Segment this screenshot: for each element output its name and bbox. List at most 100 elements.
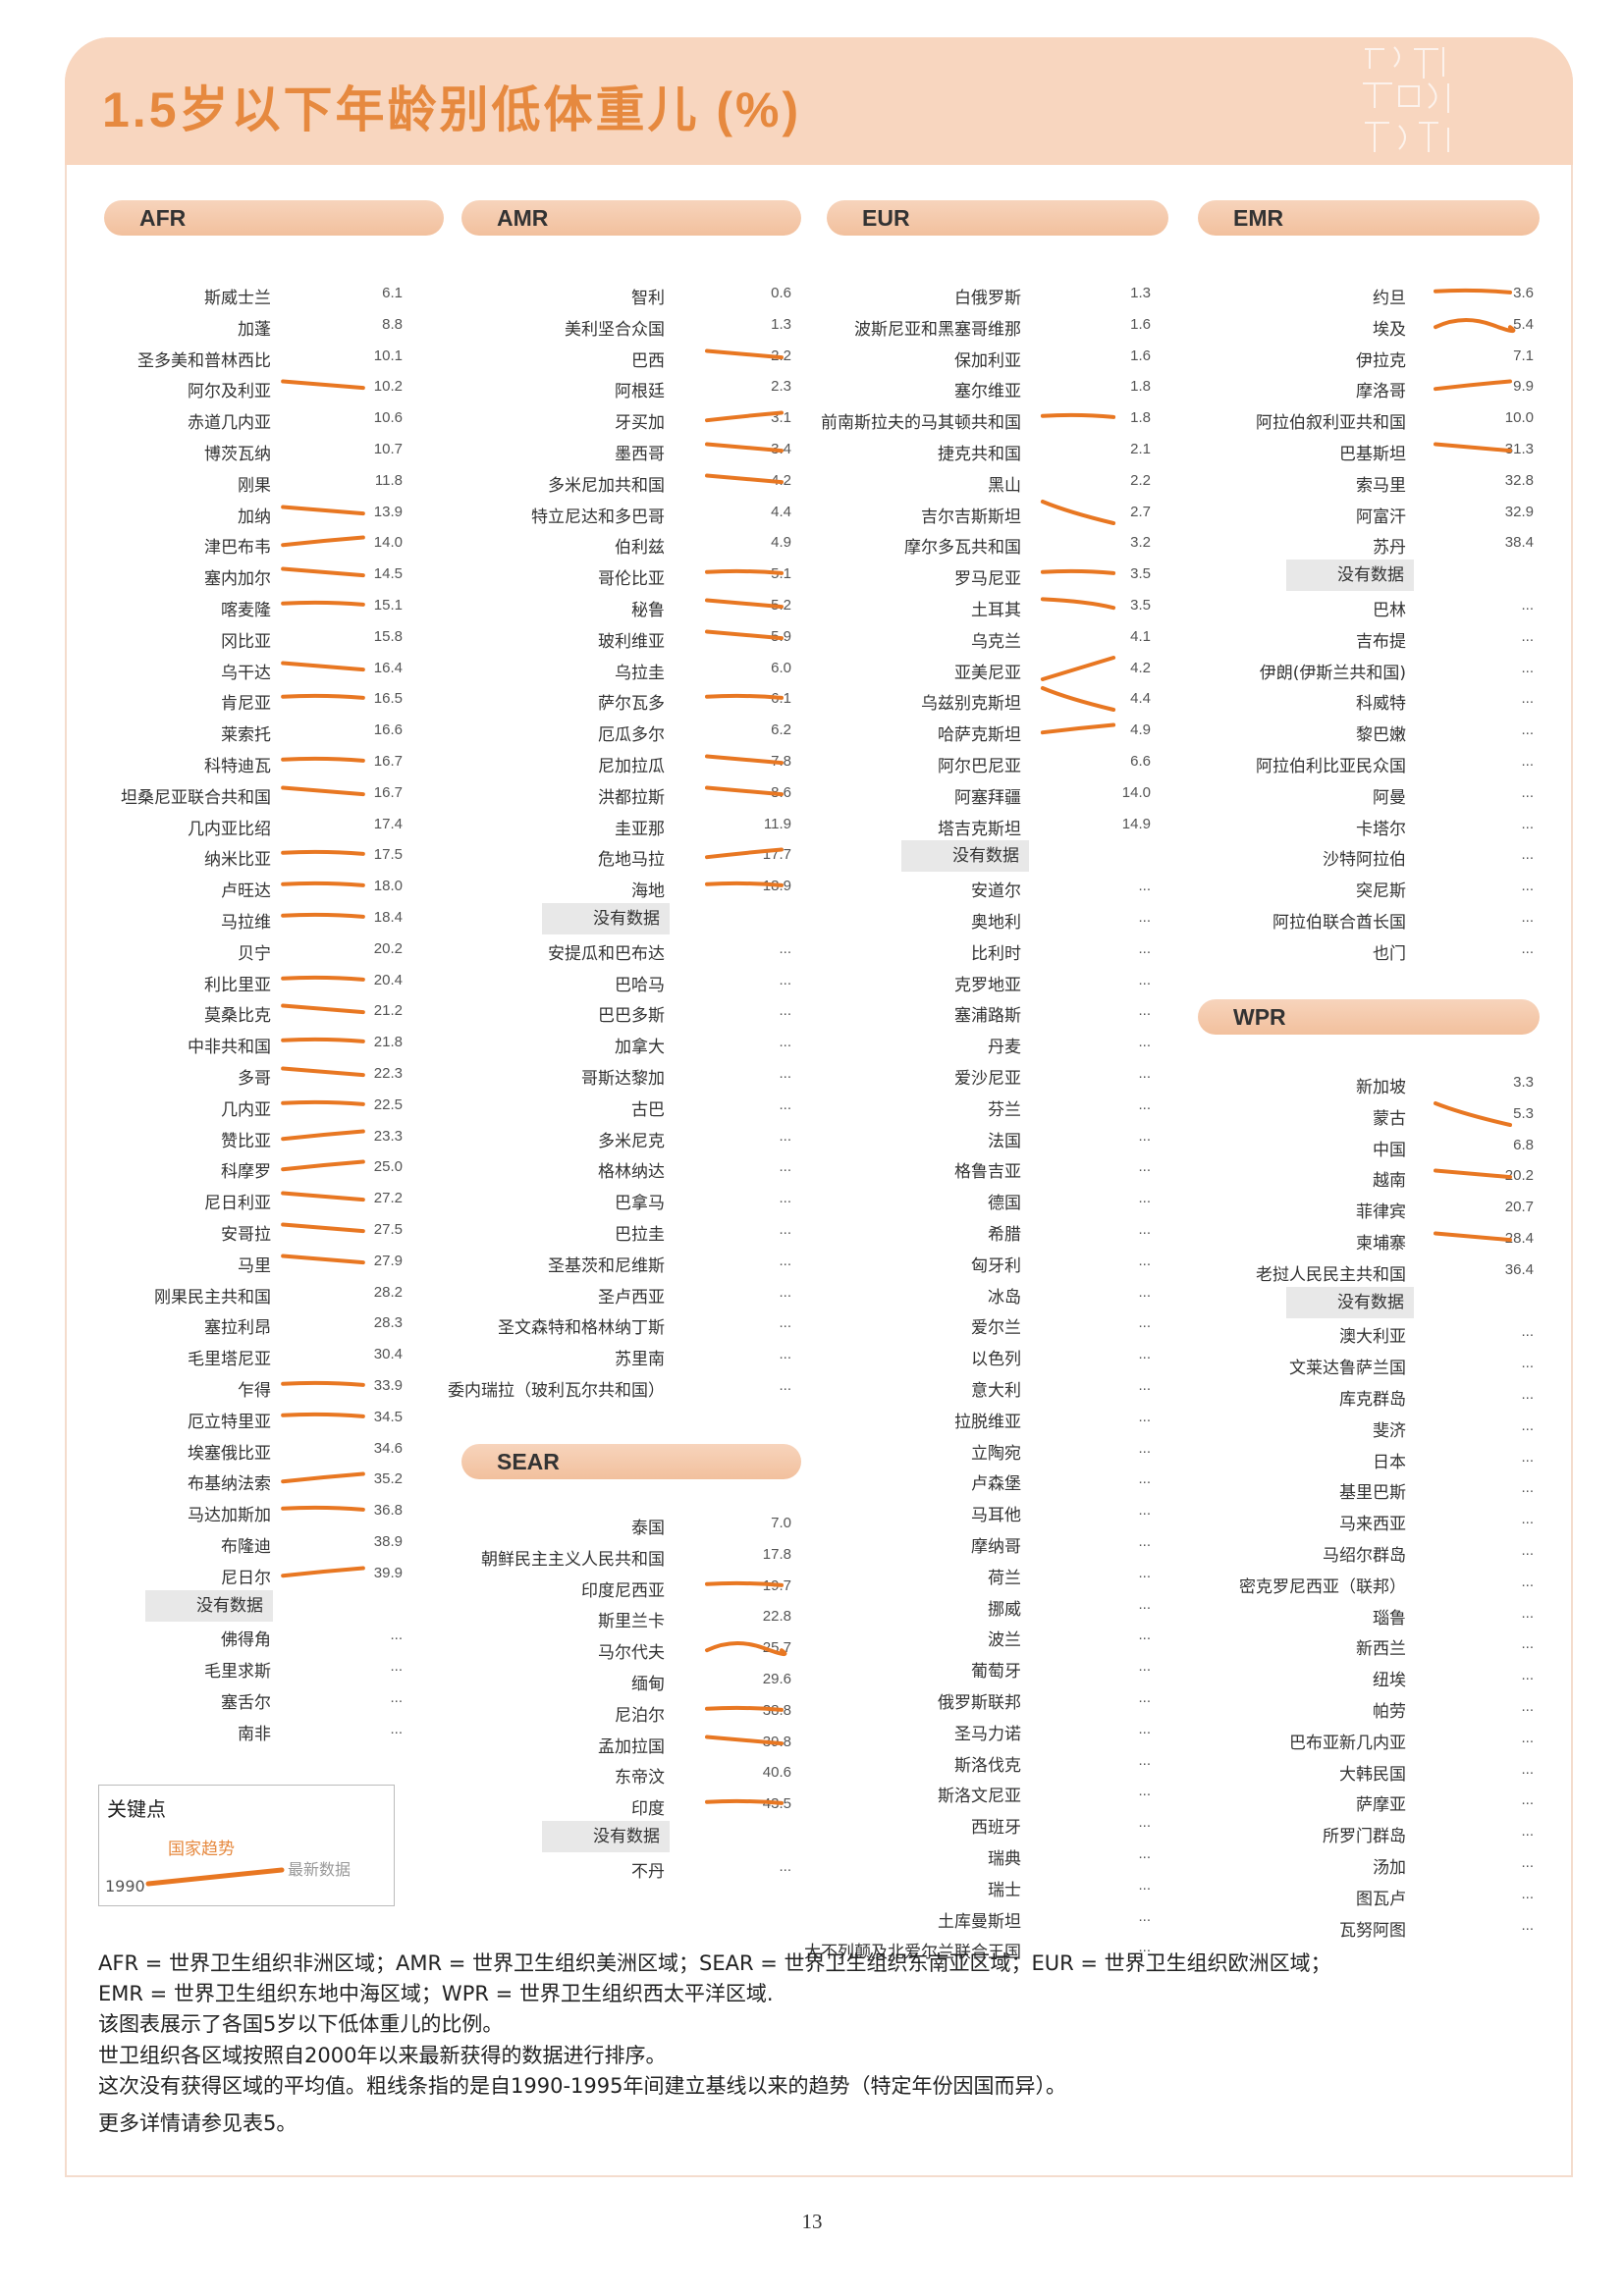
country-name: 智利 (631, 289, 665, 308)
country-name: 俄罗斯联邦 (938, 1693, 1021, 1713)
country-name: 以色列 (971, 1350, 1021, 1370)
footnote-line: 更多详情请参见表5。 (98, 2111, 298, 2135)
country-name: 比利时 (971, 943, 1021, 964)
country-name: 黑山 (988, 475, 1021, 496)
country-value: 10.1 (373, 347, 403, 364)
country-name: 卢旺达 (221, 881, 271, 902)
country-name: 新西兰 (1356, 1639, 1406, 1660)
country-value: ... (1521, 1885, 1534, 1902)
country-value: 7.0 (771, 1515, 791, 1531)
trend-line (1041, 595, 1115, 616)
country-name: 埃塞俄比亚 (188, 1443, 271, 1464)
country-name: 几内亚 (221, 1099, 271, 1120)
country-name: 爱尔兰 (971, 1318, 1021, 1339)
country-name: 马来西亚 (1339, 1515, 1406, 1535)
country-name: 白俄罗斯 (954, 289, 1021, 308)
region-header-label: EMR (1233, 205, 1284, 231)
country-name: 日本 (1373, 1452, 1406, 1472)
country-name: 意大利 (971, 1381, 1021, 1401)
country-value: 20.2 (373, 939, 403, 957)
country-name: 科特迪瓦 (204, 757, 271, 776)
country-value: ... (1138, 1783, 1151, 1800)
country-name: 阿富汗 (1356, 507, 1406, 527)
country-name: 巴基斯坦 (1339, 445, 1406, 464)
trend-line (281, 1219, 365, 1241)
country-value: ... (779, 1314, 791, 1332)
country-value: ... (1138, 1564, 1151, 1581)
country-name: 刚果 (238, 475, 271, 496)
country-value: 34.5 (373, 1408, 403, 1425)
trend-line (281, 595, 365, 616)
country-value: ... (1138, 1158, 1151, 1176)
country-name: 斯洛伐克 (954, 1755, 1021, 1776)
country-name: 西班牙 (971, 1818, 1021, 1839)
country-value: ... (390, 1658, 403, 1676)
country-value: 27.9 (373, 1252, 403, 1269)
country-value: 38.9 (373, 1533, 403, 1550)
country-value: ... (779, 1065, 791, 1082)
country-name: 坦桑尼亚联合共和国 (121, 787, 271, 808)
country-name: 沙特阿拉伯 (1323, 850, 1406, 871)
trend-line (281, 1468, 365, 1490)
country-name: 萨摩亚 (1356, 1795, 1406, 1816)
country-value: 1.6 (1130, 315, 1151, 333)
trend-line (705, 563, 784, 585)
country-name: 克罗地亚 (954, 975, 1021, 995)
country-name: 巴布亚新几内亚 (1289, 1733, 1406, 1753)
country-name: 危地马拉 (598, 850, 665, 871)
country-name: 阿拉伯联合酋长国 (1272, 913, 1406, 933)
country-value: 13.9 (373, 503, 403, 520)
trend-line (281, 1063, 365, 1085)
trend-line (281, 1375, 365, 1397)
country-name: 布隆迪 (221, 1537, 271, 1557)
country-name: 圣基茨和尼维斯 (548, 1255, 665, 1276)
country-name: 圣卢西亚 (598, 1287, 665, 1308)
trend-line (1041, 563, 1115, 585)
footnote-line: 世卫组织各区域按照自2000年以来最新获得的数据进行排序。 (98, 2044, 667, 2067)
no-data-label: 没有数据 (145, 1589, 273, 1622)
country-value: 36.8 (373, 1502, 403, 1520)
country-value: ... (1521, 1916, 1534, 1934)
country-value: ... (1138, 1533, 1151, 1550)
country-value: 6.0 (771, 659, 791, 676)
country-name: 古巴 (631, 1099, 665, 1120)
country-value: 17.5 (373, 846, 403, 864)
country-name: 塞尔维亚 (954, 382, 1021, 402)
country-value: ... (1521, 1760, 1534, 1778)
country-name: 尼泊尔 (615, 1705, 665, 1726)
country-name: 保加利亚 (954, 350, 1021, 371)
country-value: 4.9 (771, 534, 791, 552)
country-name: 阿拉伯叙利亚共和国 (1256, 413, 1406, 434)
country-name: 尼加拉瓜 (598, 757, 665, 776)
country-name: 伊朗(伊斯兰共和国) (1259, 663, 1406, 683)
country-name: 德国 (988, 1194, 1021, 1214)
country-name: 罗马尼亚 (954, 569, 1021, 590)
trend-line (281, 1032, 365, 1053)
trend-line (705, 751, 784, 773)
country-value: 16.4 (373, 659, 403, 676)
country-value: ... (1521, 1479, 1534, 1497)
country-value: ... (1521, 878, 1534, 895)
country-name: 卢森堡 (971, 1474, 1021, 1495)
country-name: 莱索托 (221, 725, 271, 746)
country-name: 瑞典 (988, 1849, 1021, 1869)
trend-line (705, 626, 784, 648)
trend-line (705, 439, 784, 460)
country-name: 苏里南 (615, 1350, 665, 1370)
country-value: 2.2 (1130, 471, 1151, 489)
country-name: 加纳 (238, 507, 271, 527)
country-value: 22.5 (373, 1095, 403, 1113)
country-value: ... (1521, 1698, 1534, 1715)
footnote-line: EMR = 世界卫生组织东地中海区域；WPR = 世界卫生组织西太平洋区域. (98, 1982, 774, 2005)
country-name: 莫桑比克 (204, 1006, 271, 1027)
key-country-trend-label: 国家趋势 (168, 1840, 235, 1859)
country-name: 哈萨克斯坦 (938, 725, 1021, 746)
country-name: 尼日利亚 (204, 1194, 271, 1214)
trend-line (1434, 283, 1512, 304)
country-value: 29.6 (762, 1671, 791, 1687)
country-value: ... (1138, 1720, 1151, 1737)
country-name: 海地 (631, 881, 665, 902)
country-value: 14.0 (1121, 783, 1151, 801)
country-value: ... (1521, 1823, 1534, 1841)
country-value: 4.2 (1130, 659, 1151, 676)
